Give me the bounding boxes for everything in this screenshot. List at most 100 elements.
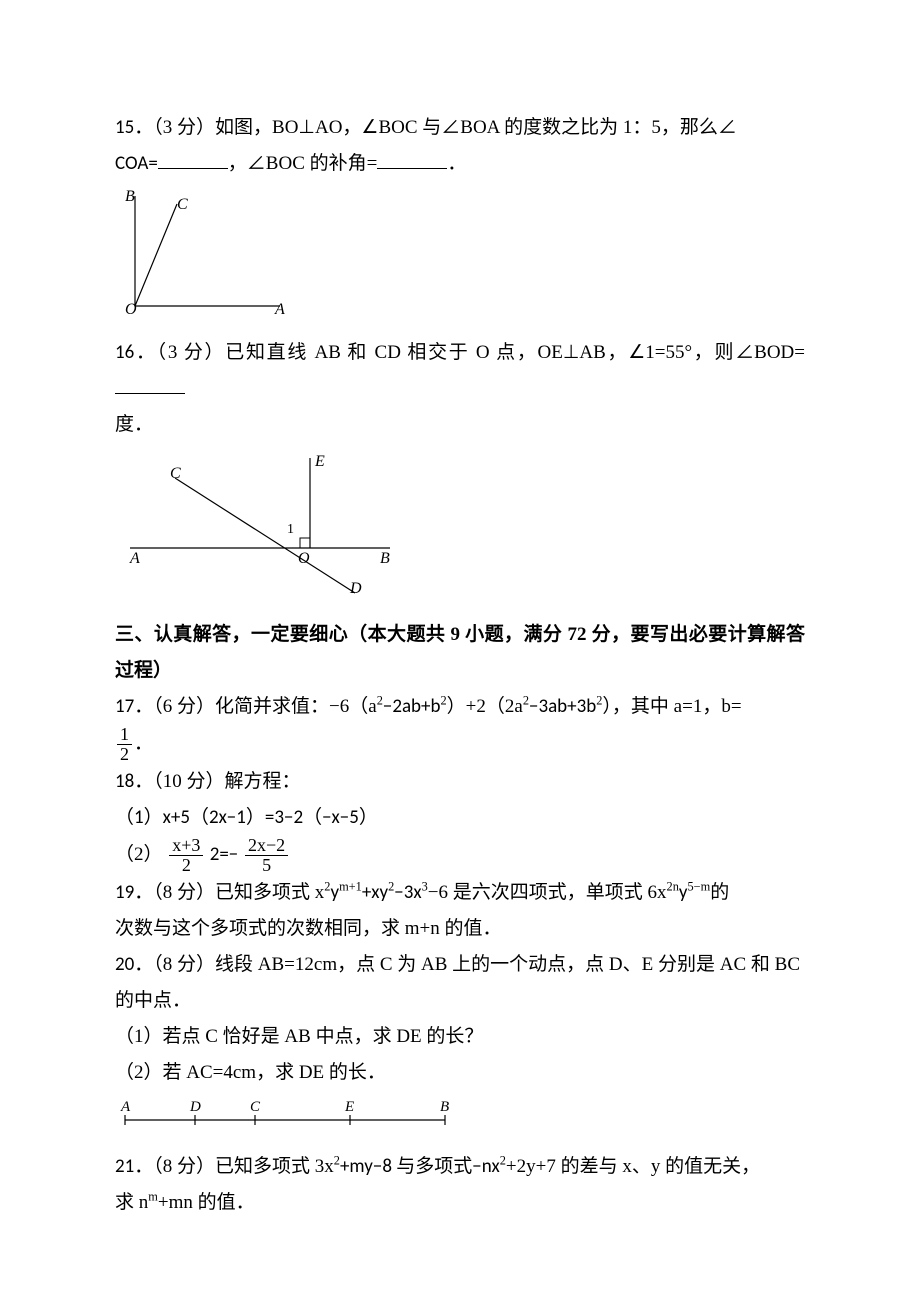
q19-t4: −3x [394,881,421,904]
q20-t1: 线段 AB=12cm，点 C 为 AB 上的一个动点，点 D、E 分别是 AC … [215,954,800,975]
q21-t1: 已知多项式 3x [215,1156,334,1177]
q19-l2: 次数与这个多项式的次数相同，求 m+n 的值． [115,918,502,939]
q17-t1: 化简并求值：−6（a [215,696,377,717]
q15-line-oc [135,204,177,306]
q17-t3: ）+2（2a [447,696,523,717]
q16-label-d: D [349,580,362,597]
q18-frac1: x+3 2 [169,836,203,875]
q18-number: 18． [115,770,153,793]
q21-number: 21． [115,1155,153,1178]
page-container: 15．（3 分）如图，BO⊥AO，∠BOC 与∠BOA 的度数之比为 1：5，那… [0,0,920,1282]
q20-line1: 20．（8 分）线段 AB=12cm，点 C 为 AB 上的一个动点，点 D、E… [115,947,805,983]
q20-label-b: B [440,1099,449,1115]
q19-sup5: 2n [667,879,679,893]
q18-title: 解方程： [225,771,301,792]
q17-points: （6 分） [153,696,215,717]
q15-blank2 [377,147,447,169]
q19-sup6: 5−m [687,879,710,893]
q17-frac-den: 2 [117,745,132,764]
q19-t2: y [330,881,339,904]
q15-coa: COA= [115,152,158,175]
q16-number: 16． [115,341,157,364]
q19-t7: 的 [710,882,729,903]
q21-sup3: m [148,1190,158,1204]
q20-label-a: A [120,1099,131,1115]
q20-label-d: D [189,1099,201,1115]
q21-t3: +2y+7 的差与 x、y 的值无关， [506,1156,760,1177]
q21-points: （8 分） [153,1156,215,1177]
q15-label-o: O [125,301,137,316]
q20-label-e: E [344,1099,354,1115]
q16-svg: A B C D E O 1 [115,448,405,598]
q16-label-e: E [314,453,325,470]
q21-l2b: +mn 的值． [158,1192,255,1213]
q16-label-b: B [380,550,390,567]
q19-points: （8 分） [153,882,215,903]
q17-line2: 1 2 ． [115,725,805,764]
section3-title: 三、认真解答，一定要细心（本大题共 9 小题，满分 72 分，要写出必要计算解答… [115,617,805,689]
q16-text2: 度． [115,414,153,435]
q17-frac: 1 2 [117,725,132,764]
q18-part1: （1）x+5（2x−1）=3−2（−x−5） [115,800,805,836]
q20-figure: A D C E B [115,1095,805,1143]
q17-frac-num: 1 [117,725,132,745]
q18-mid: 2=− [205,843,238,866]
q16-line-cd [175,478,355,593]
q21-line1: 21．（8 分）已知多项式 3x2+my−8 与多项式−nx2+2y+7 的差与… [115,1149,805,1185]
q18-frac2-num: 2x−2 [245,836,288,856]
q19-sup2: m+1 [339,879,362,893]
q16-label-a: A [129,550,140,567]
q15-svg: O A B C [115,186,295,316]
q18-p1: （1）x+5（2x−1）=3−2（−x−5） [115,806,378,829]
q15-blank1 [158,147,228,169]
q17-t5: ），其中 a=1，b= [602,696,741,717]
q21-t2: +my−8 与多项式−nx [340,1155,500,1178]
q16-label-o: O [298,550,310,567]
q15-text-mid: ，∠BOC 的补角= [228,153,378,174]
q18-frac1-num: x+3 [169,836,203,856]
q18-p2-pre: （2） [115,844,163,865]
q17-t2: −2ab+b [383,695,441,718]
q20-p1t: （1）若点 C 恰好是 AB 中点，求 DE 的长？ [115,1026,483,1047]
q17-t4: −3ab+3b [529,695,596,718]
q15-text1: 如图，BO⊥AO，∠BOC 与∠BOA 的度数之比为 1：5，那么∠ [215,117,737,138]
q19-line2: 次数与这个多项式的次数相同，求 m+n 的值． [115,911,805,947]
q18-frac1-den: 2 [169,856,203,875]
q19-t5: −6 是六次四项式，单项式 6x [428,882,667,903]
q21-line2: 求 nm+mn 的值． [115,1185,805,1221]
q16-line1: 16．（3 分）已知直线 AB 和 CD 相交于 O 点，OE⊥AB，∠1=55… [115,335,805,407]
q20-p2: （2）若 AC=4cm，求 DE 的长． [115,1055,805,1091]
q20-svg: A D C E B [115,1095,455,1130]
q15-figure: O A B C [115,186,805,329]
q16-figure: A B C D E O 1 [115,448,805,611]
q15-line2: COA= ，∠BOC 的补角= ． [115,146,805,182]
q19-line1: 19．（8 分）已知多项式 x2ym+1+xy2−3x3−6 是六次四项式，单项… [115,875,805,911]
q16-text1: 已知直线 AB 和 CD 相交于 O 点，OE⊥AB，∠1=55°，则∠BOD= [225,342,805,363]
q17-number: 17． [115,695,153,718]
q17-line: 17．（6 分）化简并求值：−6（a2−2ab+b2）+2（2a2−3ab+3b… [115,689,805,725]
q15-end: ． [447,153,466,174]
q18-points: （10 分） [153,771,224,792]
q20-t2: 的中点． [115,990,191,1011]
q20-label-c: C [250,1099,261,1115]
q16-line2: 度． [115,407,805,443]
q18-part2: （2） x+3 2 2=− 2x−2 5 [115,836,805,875]
q16-right-angle [300,538,310,548]
q20-p2t: （2）若 AC=4cm，求 DE 的长． [115,1062,386,1083]
q19-number: 19． [115,881,153,904]
q20-p1: （1）若点 C 恰好是 AB 中点，求 DE 的长？ [115,1019,805,1055]
q16-label-1: 1 [287,522,294,537]
q15-number: 15． [115,116,153,139]
q20-number: 20． [115,953,153,976]
q20-points: （8 分） [153,954,215,975]
q19-t1: 已知多项式 x [215,882,324,903]
q18-frac2: 2x−2 5 [245,836,288,875]
q15-label-a: A [274,301,285,316]
q15-line1: 15．（3 分）如图，BO⊥AO，∠BOC 与∠BOA 的度数之比为 1：5，那… [115,110,805,146]
q19-t3: +xy [362,881,388,904]
q21-l2a: 求 n [115,1192,148,1213]
q15-label-c: C [177,196,188,213]
q17-end: ． [134,733,153,754]
q18-frac2-den: 5 [245,856,288,875]
q20-line2: 的中点． [115,983,805,1019]
